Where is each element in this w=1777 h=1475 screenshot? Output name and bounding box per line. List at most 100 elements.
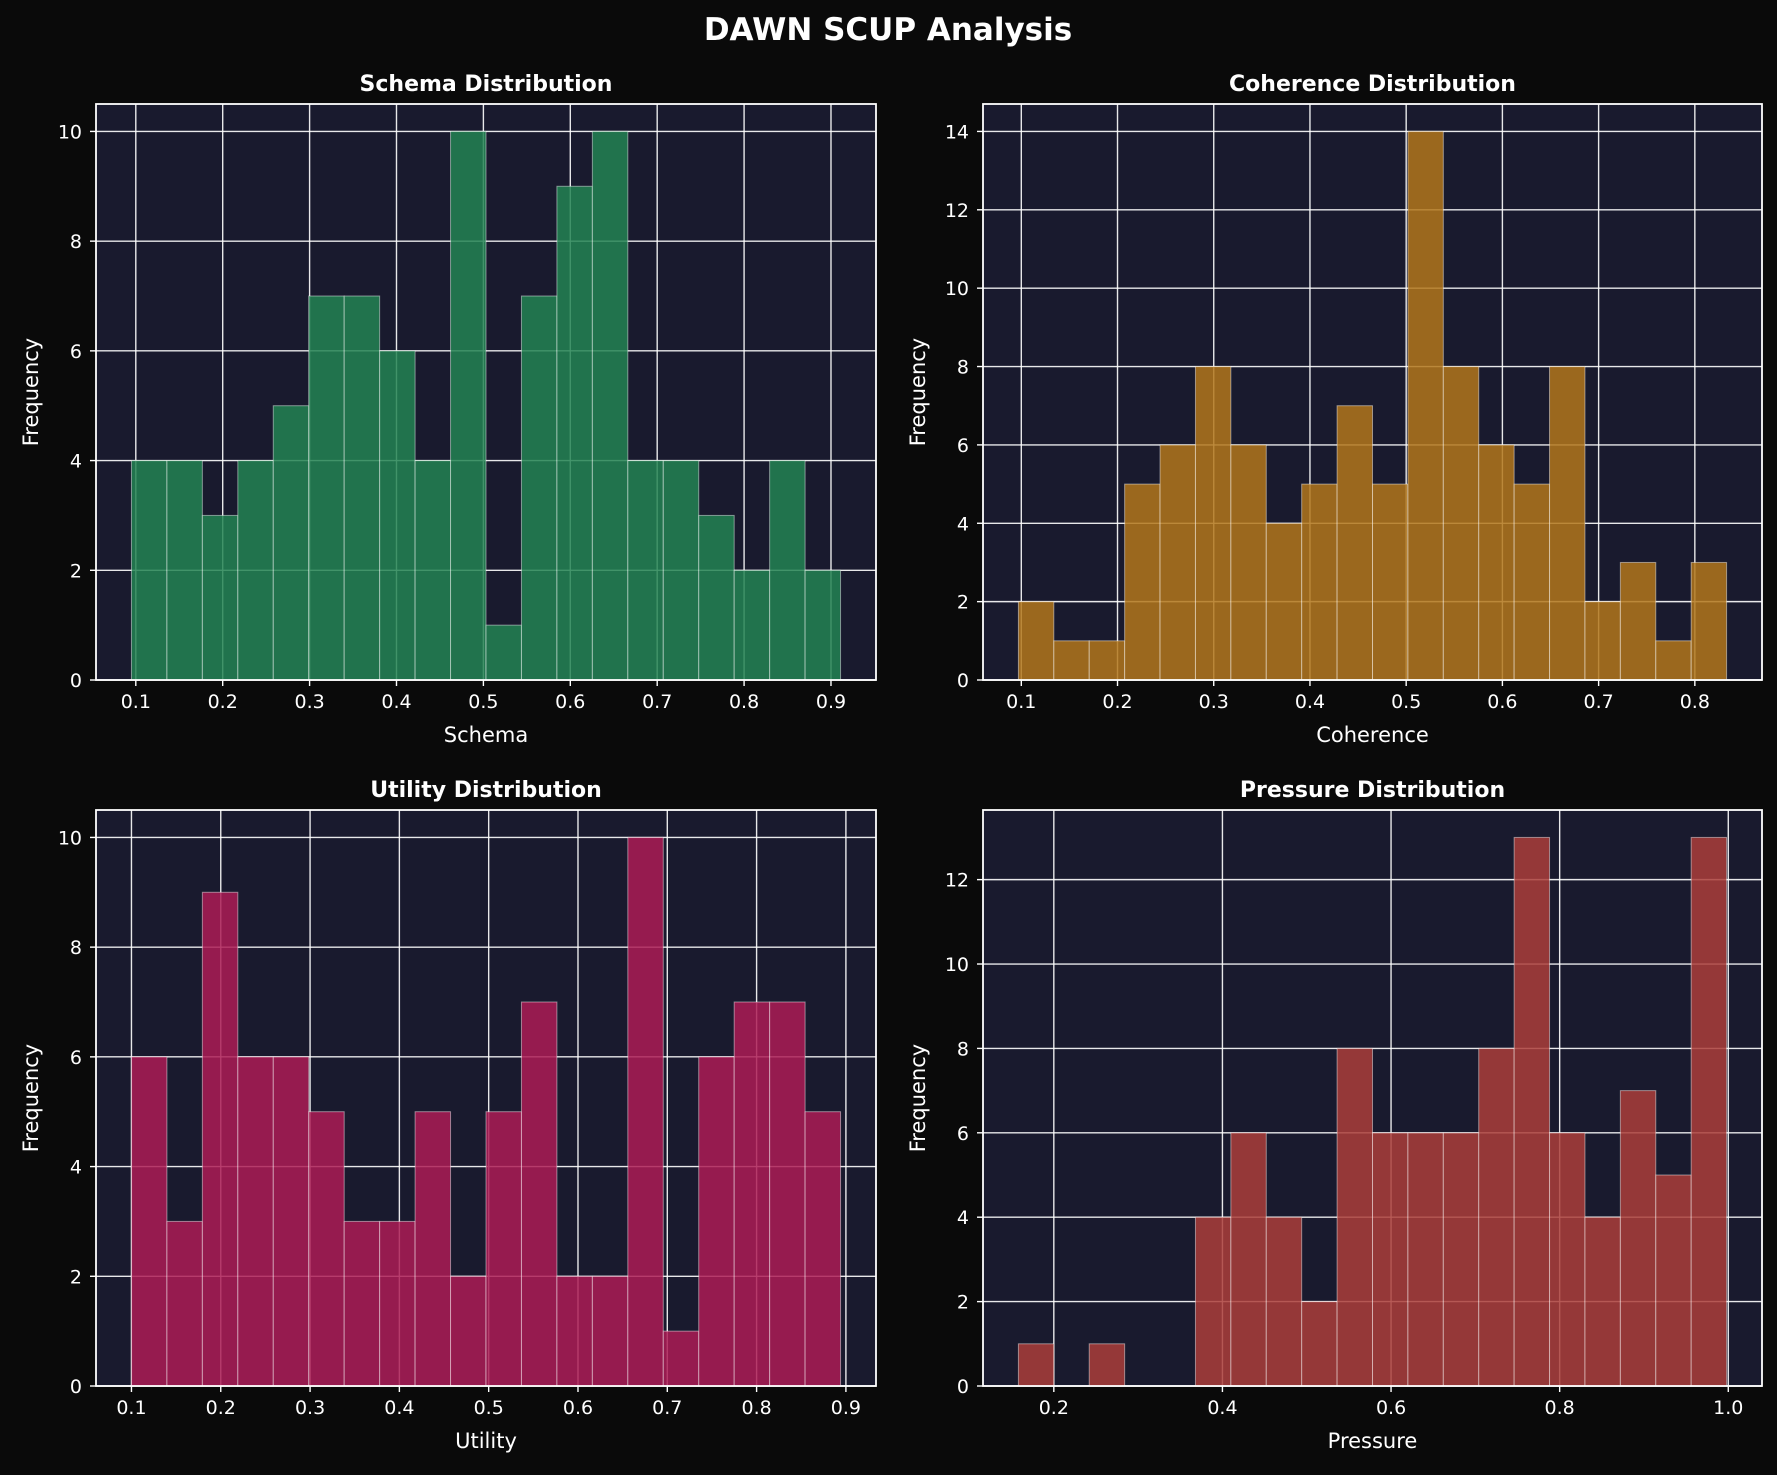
schema-xtick-label: 0.9 [816,691,846,713]
coherence-bar [1549,366,1586,681]
pressure-bar [1655,1174,1692,1387]
coherence-ytick-label: 0 [957,670,969,692]
utility-ylabel: Frequency [19,1044,43,1153]
utility-bar [769,1001,806,1387]
pressure-ytick-label: 12 [945,870,969,892]
coherence-bar [1690,561,1728,681]
utility-ytick-label: 2 [70,1266,82,1288]
utility-xlabel: Utility [455,1429,517,1453]
subplot-pressure: 0.2 0.4 0.6 0.8 1.0 0 2 4 6 8 10 12 Pressure Distrib… [906,778,1763,1453]
utility-bar [556,1275,593,1387]
coherence-bar [1194,366,1232,681]
schema-bar [556,185,593,681]
utility-bar [485,1111,522,1387]
pressure-bar [1513,836,1551,1387]
schema-bar [237,460,274,681]
pressure-xtick-label: 0.4 [1207,1397,1237,1419]
pressure-xtick-label: 0.6 [1376,1397,1406,1419]
pressure-bar [1478,1047,1515,1387]
schema-xtick-label: 0.2 [208,691,238,713]
coherence-bar [1584,601,1621,681]
subplot-coherence: 0.1 0.2 0.3 0.4 0.5 0.6 0.7 0.8 0 2 4 6 8 10 12 14 Coher… [906,72,1763,747]
figure-title: DAWN SCUP Analysis [704,12,1072,48]
utility-xtick-label: 0.4 [384,1397,414,1419]
coherence-ytick-label: 4 [957,513,969,535]
schema-ytick-label: 2 [70,560,82,582]
coherence-ytick-label: 14 [945,121,969,143]
pressure-bar [1549,1132,1586,1387]
utility-ticks: 0.1 0.2 0.3 0.4 0.5 0.6 0.7 0.8 0.9 0 2 4 6 8 10 [58,827,861,1419]
utility-bar [450,1275,487,1387]
schema-ytick-label: 0 [70,670,82,692]
schema-xtick-label: 0.5 [468,691,498,713]
schema-xtick-label: 0.8 [729,691,759,713]
pressure-ytick-label: 4 [957,1207,969,1229]
utility-xtick-label: 0.6 [563,1397,593,1419]
schema-ticks: 0.1 0.2 0.3 0.4 0.5 0.6 0.7 0.8 0.9 0 2 4 6 8 10 [58,121,846,713]
pressure-bar [1407,1132,1444,1387]
schema-bar [733,569,771,681]
coherence-bar [1265,522,1303,681]
utility-ytick-label: 8 [70,937,82,959]
utility-xtick-label: 0.2 [206,1397,236,1419]
utility-bar [237,1056,274,1387]
coherence-bar [1230,444,1267,681]
pressure-xtick-label: 0.8 [1545,1397,1575,1419]
coherence-xtick-label: 0.5 [1391,691,1421,713]
utility-bar [379,1220,416,1387]
coherence-ytick-label: 12 [945,200,969,222]
utility-bar [698,1056,735,1387]
schema-xtick-label: 0.1 [121,691,151,713]
utility-ytick-label: 0 [70,1376,82,1398]
coherence-axes-frame [982,103,1763,681]
coherence-bar [1124,483,1161,681]
coherence-bar [1655,640,1692,681]
coherence-ytick-label: 2 [957,592,969,614]
pressure-bar [1017,1343,1055,1387]
schema-xtick-label: 0.6 [555,691,585,713]
utility-bar [166,1220,203,1387]
utility-bar [308,1111,345,1387]
schema-bar [272,405,310,681]
utility-xtick-label: 0.7 [652,1397,682,1419]
coherence-bar [1619,561,1657,681]
utility-xtick-label: 0.5 [474,1397,504,1419]
schema-bar [379,350,416,681]
schema-axes-frame [95,103,877,681]
schema-bar [769,460,806,681]
schema-bar [414,460,452,681]
coherence-xlabel: Coherence [1316,723,1429,747]
coherence-xtick-label: 0.6 [1487,691,1517,713]
coherence-bar [1017,601,1055,681]
coherence-ytick-label: 10 [945,278,969,300]
coherence-xtick-label: 0.3 [1199,691,1229,713]
coherence-bar [1513,483,1551,681]
pressure-bar [1088,1343,1126,1387]
schema-bar [627,460,664,681]
pressure-bar [1230,1132,1267,1387]
coherence-bar [1088,640,1126,681]
coherence-bar [1478,444,1515,681]
schema-bar [166,460,203,681]
utility-bars [130,836,842,1387]
coherence-ylabel: Frequency [906,338,930,447]
schema-bar [698,514,735,681]
utility-ytick-label: 6 [70,1047,82,1069]
coherence-ytick-label: 8 [957,357,969,379]
schema-bar [130,460,168,681]
pressure-xtick-label: 1.0 [1713,1397,1743,1419]
coherence-xtick-label: 0.7 [1584,691,1614,713]
schema-ylabel: Frequency [19,338,43,447]
schema-bar [450,130,487,681]
coherence-bar [1372,483,1409,681]
coherence-xtick-label: 0.1 [1006,691,1036,713]
schema-xtick-label: 0.4 [381,691,411,713]
utility-bar [627,836,664,1387]
pressure-bar [1336,1047,1374,1387]
pressure-title: Pressure Distribution [1240,778,1505,803]
schema-bar [591,130,629,681]
pressure-bar [1372,1132,1409,1387]
coherence-bar [1301,483,1338,681]
utility-bar [414,1111,452,1387]
